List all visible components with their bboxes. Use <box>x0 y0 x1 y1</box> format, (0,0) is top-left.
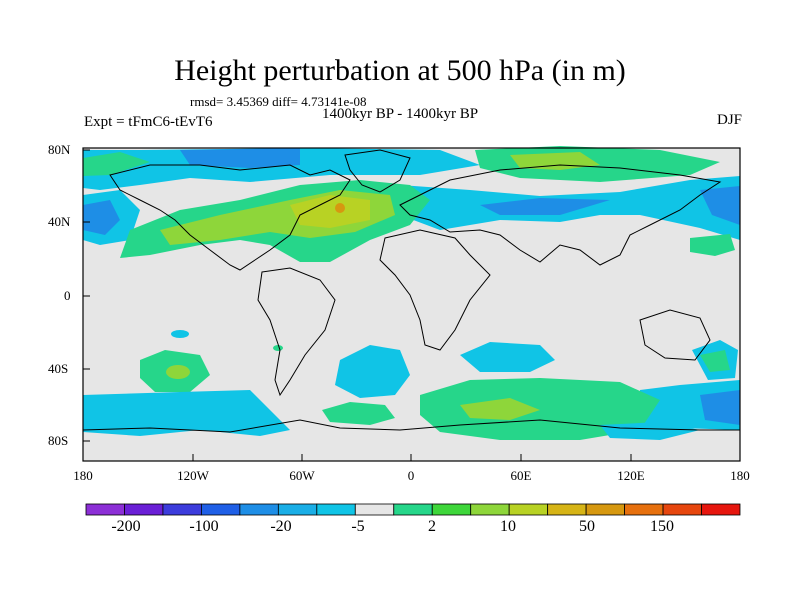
lon-label-60e: 60E <box>510 468 532 483</box>
colorbar-swatch <box>624 503 664 516</box>
colorbar-swatch <box>162 503 202 516</box>
colorbar-label: 150 <box>650 518 674 535</box>
colorbar-swatch <box>239 503 279 516</box>
lon-label-60w: 60W <box>289 468 315 483</box>
lon-label-120e: 120E <box>617 468 645 483</box>
colorbar-label: 10 <box>500 518 516 535</box>
period-text: 1400kyr BP - 1400kyr BP <box>322 106 479 122</box>
colorbar-swatch <box>662 503 702 516</box>
colorbar-swatch <box>201 503 241 516</box>
lon-label-180w: 180 <box>73 468 93 483</box>
colorbar-swatch <box>508 503 549 516</box>
axis-ticks <box>83 149 632 461</box>
colorbar-swatch <box>393 503 433 516</box>
colorbar-swatch <box>585 503 625 516</box>
lat-label-80s: 80S <box>48 433 69 448</box>
colorbar-swatch <box>354 503 395 516</box>
colorbar-swatch <box>316 503 356 516</box>
colorbar-label: -20 <box>270 518 292 535</box>
lat-label-40s: 40S <box>48 361 69 376</box>
colorbar-swatch <box>547 503 587 516</box>
colorbar <box>85 503 741 516</box>
colorbar-swatch <box>124 503 164 516</box>
season-label: DJF <box>716 112 742 128</box>
colorbar-swatch <box>85 503 125 516</box>
stats-text: rmsd= 3.45369 diff= 4.73141e-08 <box>190 94 367 109</box>
colorbar-swatch <box>701 503 741 516</box>
colorbar-label: 2 <box>428 518 436 535</box>
coastlines <box>82 149 740 433</box>
colorbar-swatch <box>277 503 318 516</box>
lon-label-180e: 180 <box>730 468 750 483</box>
colorbar-swatch <box>431 503 472 516</box>
colorbar-label: 50 <box>579 518 595 535</box>
colorbar-swatch <box>470 503 510 516</box>
colorbar-label: -100 <box>189 518 219 535</box>
lon-label-0: 0 <box>407 468 415 483</box>
colorbar-label: -5 <box>351 518 365 535</box>
colorbar-label: -200 <box>111 518 141 535</box>
map-title: Height perturbation at 500 hPa (in m) <box>174 54 626 87</box>
lat-label-80n: 80N <box>48 142 71 157</box>
lon-label-120w: 120W <box>177 468 209 483</box>
lat-label-40n: 40N <box>48 214 71 229</box>
experiment-label: Expt = tFmC6-tEvT6 <box>84 114 213 130</box>
lat-label-0: 0 <box>64 288 71 303</box>
contour-fields <box>83 146 740 440</box>
